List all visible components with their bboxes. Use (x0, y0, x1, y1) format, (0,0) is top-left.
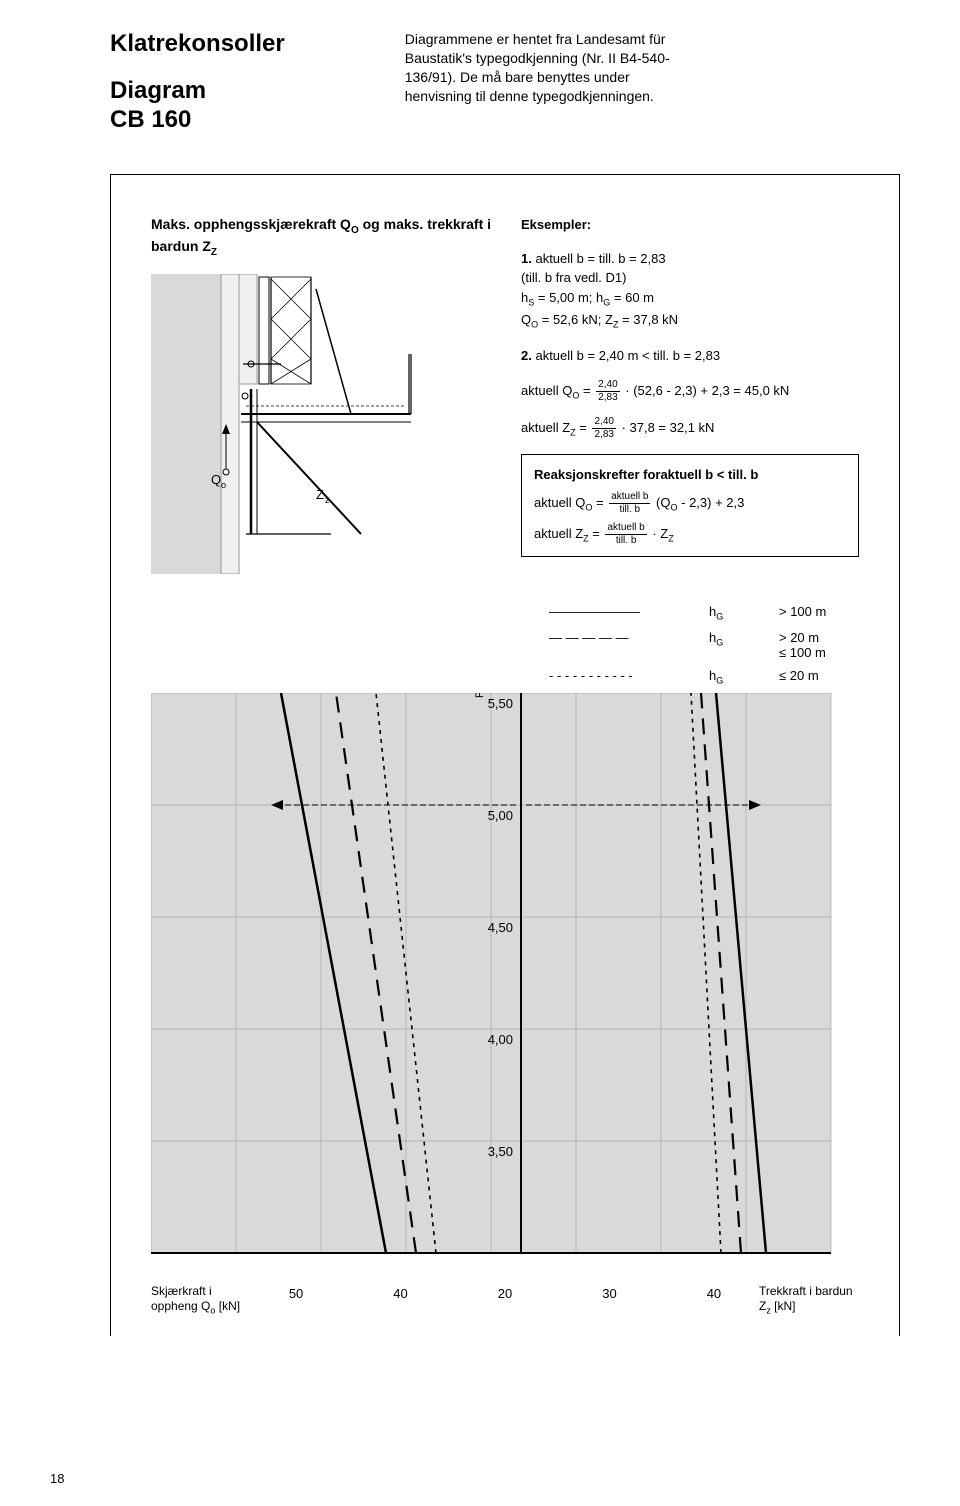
content-frame: Maks. opphengsskjærekraft QO og maks. tr… (110, 174, 900, 1335)
page-subtitle: Diagram CB 160 (110, 77, 285, 135)
svg-text:5,00: 5,00 (488, 808, 513, 823)
examples-label: Eksempler: (521, 217, 591, 232)
example-2-zz: aktuell ZZ = 2,402,83 · 37,8 = 32,1 kN (521, 417, 859, 440)
example-1: 1. aktuell b = till. b = 2,83 (till. b f… (521, 249, 859, 332)
svg-text:3,50: 3,50 (488, 1144, 513, 1159)
example-2-qo: aktuell QO = 2,402,83 · (52,6 - 2,3) + 2… (521, 380, 859, 403)
page-title: Klatrekonsoller (110, 30, 285, 59)
svg-text:Formhøyde hs [m]: Formhøyde hs [m] (474, 693, 488, 698)
svg-text:Q: Q (211, 472, 221, 487)
example-2: 2. aktuell b = 2,40 m < till. b = 2,83 (521, 346, 859, 366)
chart-legend: ———————hG> 100 m— — — — —hG> 20 m≤ 100 m… (151, 604, 859, 685)
page-number: 18 (50, 1471, 64, 1486)
svg-text:o: o (221, 480, 226, 490)
diagram-subtitle: Maks. opphengsskjærekraft QO og maks. tr… (151, 215, 491, 259)
svg-text:z: z (325, 495, 330, 505)
svg-text:5,50: 5,50 (488, 696, 513, 711)
svg-text:Z: Z (316, 487, 324, 502)
header-description: Diagrammene er hentet fra Landesamt für … (405, 30, 685, 134)
svg-text:4,00: 4,00 (488, 1032, 513, 1047)
force-chart: 5,50 5,00 4,50 4,00 3,50 Formhøyde hs [m] (151, 693, 851, 1273)
formula-box: Reaksjonskrefter foraktuell b < till. b … (521, 454, 859, 558)
climbing-bracket-diagram: Qo Zz (151, 274, 471, 574)
x-axis-labels: Skjærkraft i oppheng Qo [kN] 5040203040 … (151, 1284, 859, 1316)
svg-text:4,50: 4,50 (488, 920, 513, 935)
